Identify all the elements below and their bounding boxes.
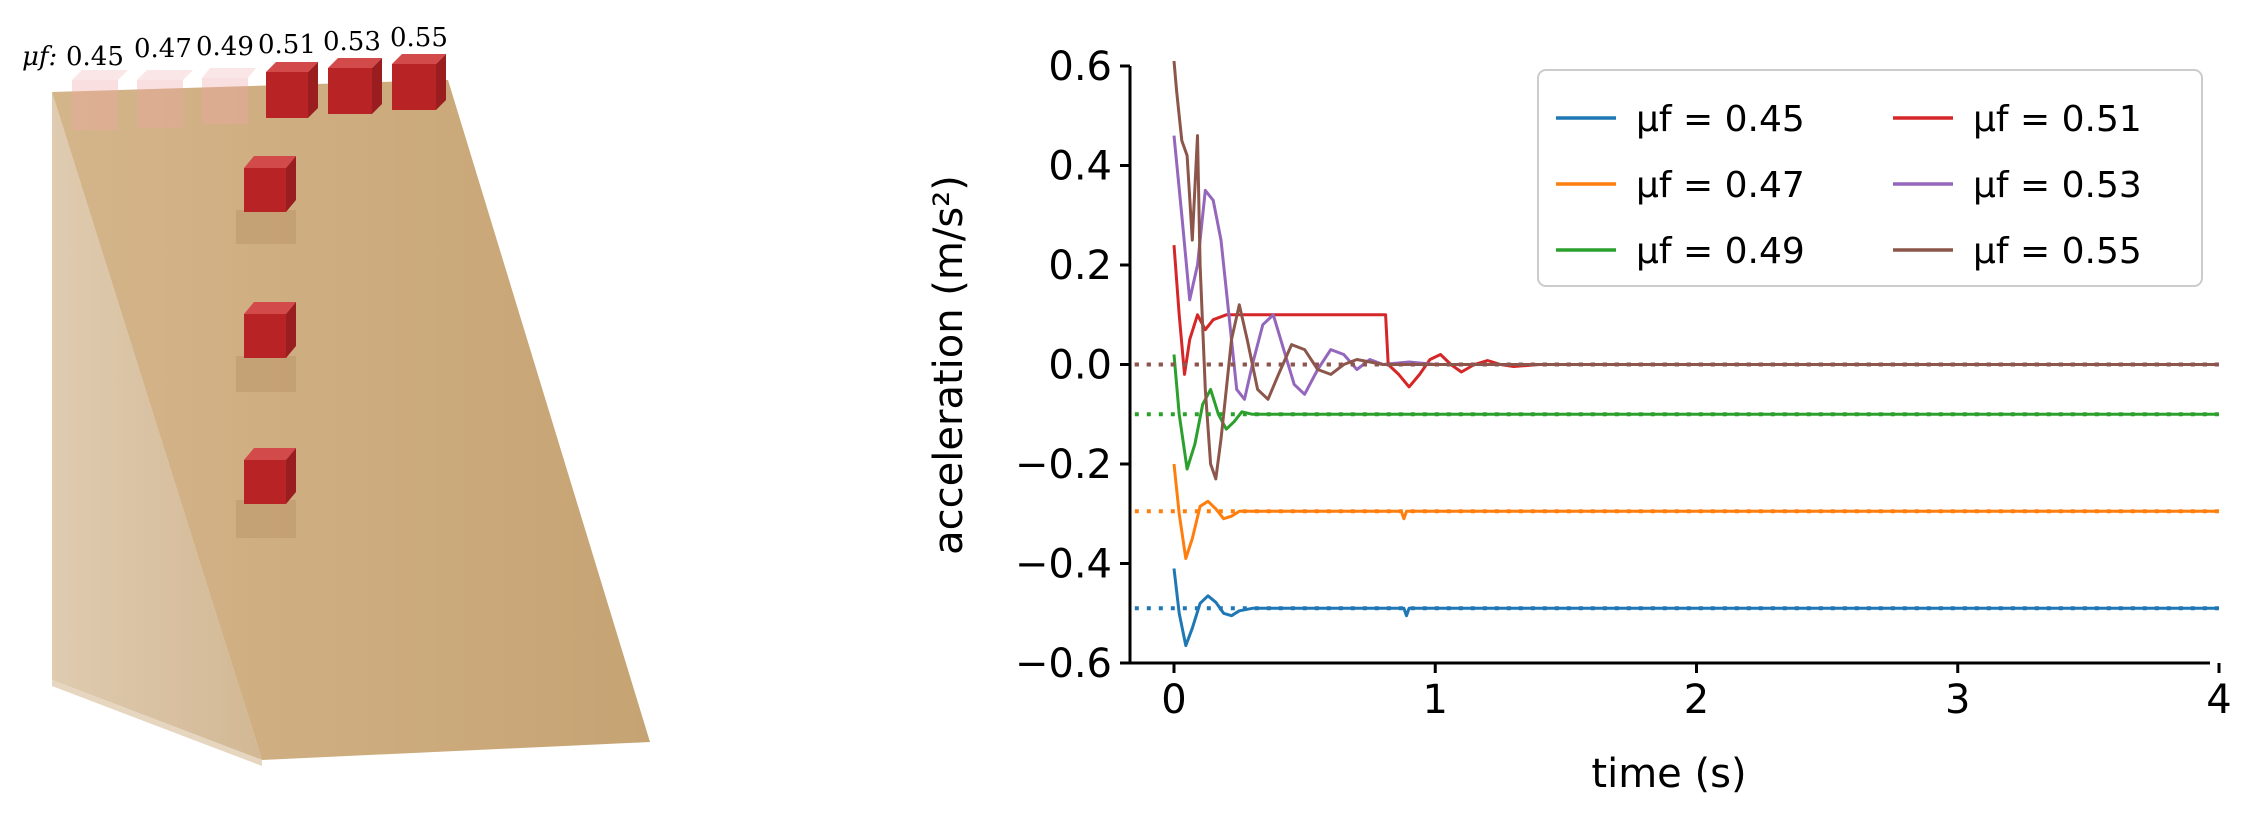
ghost-block-049 [202,68,256,124]
legend-label: μf = 0.55 [1973,231,2142,272]
mu-value-055: 0.55 [390,23,448,53]
series-line [1172,244,2219,389]
y-ticks: −0.6 −0.4 −0.2 0.0 0.2 0.4 0.6 [1015,44,1130,687]
series-line [1172,463,2219,560]
block-055-top [392,54,446,110]
legend-label: μf = 0.45 [1636,99,1805,140]
series-line [1172,354,2219,471]
incline-scene: μf: 0.45 0.47 0.49 0.51 0.53 0.55 [22,23,650,766]
mu-value-051: 0.51 [258,30,316,60]
series-line [1172,135,2219,401]
block-053-top [328,58,382,114]
y-tick-label: −0.6 [1015,641,1112,687]
legend-label: μf = 0.51 [1973,99,2142,140]
y-tick-label: 0.4 [1048,144,1112,190]
mu-value-053: 0.53 [323,27,381,57]
x-axis-label: time (s) [1591,751,1746,797]
block-051-top [266,62,318,118]
y-tick-label: 0.0 [1048,343,1112,389]
series-line [1172,568,2219,648]
x-ticks: 0 1 2 3 4 [1161,663,2232,723]
y-tick-label: 0.6 [1048,44,1112,90]
mu-value-045: 0.45 [66,42,124,72]
plot-lines [1172,60,2219,648]
y-axis-label: acceleration (m/s²) [926,175,972,555]
legend: μf = 0.45 μf = 0.47 μf = 0.49 μf = 0.51 μf =… [1537,69,2203,287]
incline-slope-face [52,80,650,760]
x-tick-label: 0 [1161,677,1186,723]
legend-box [1537,69,2203,287]
series-line [1172,60,2219,481]
y-tick-label: −0.4 [1015,542,1112,588]
ghost-block-045 [72,70,128,130]
x-tick-label: 1 [1423,677,1448,723]
x-tick-label: 3 [1945,677,1970,723]
incline-bottom-edge [52,680,262,766]
y-tick-label: 0.2 [1048,243,1112,289]
mu-value-049: 0.49 [196,32,254,62]
block-sliding-2 [236,302,296,392]
legend-label: μf = 0.49 [1636,231,1805,272]
target-lines [1134,362,2219,611]
legend-label: μf = 0.53 [1973,165,2142,206]
block-sliding-3 [236,448,296,538]
ghost-block-047 [137,70,193,128]
block-sliding-1 [236,156,296,244]
x-tick-label: 4 [2206,677,2231,723]
mu-value-047: 0.47 [134,34,192,64]
legend-label: μf = 0.47 [1636,165,1805,206]
mu-label: μf: [22,42,57,72]
y-tick-label: −0.2 [1015,442,1112,488]
x-tick-label: 2 [1684,677,1709,723]
